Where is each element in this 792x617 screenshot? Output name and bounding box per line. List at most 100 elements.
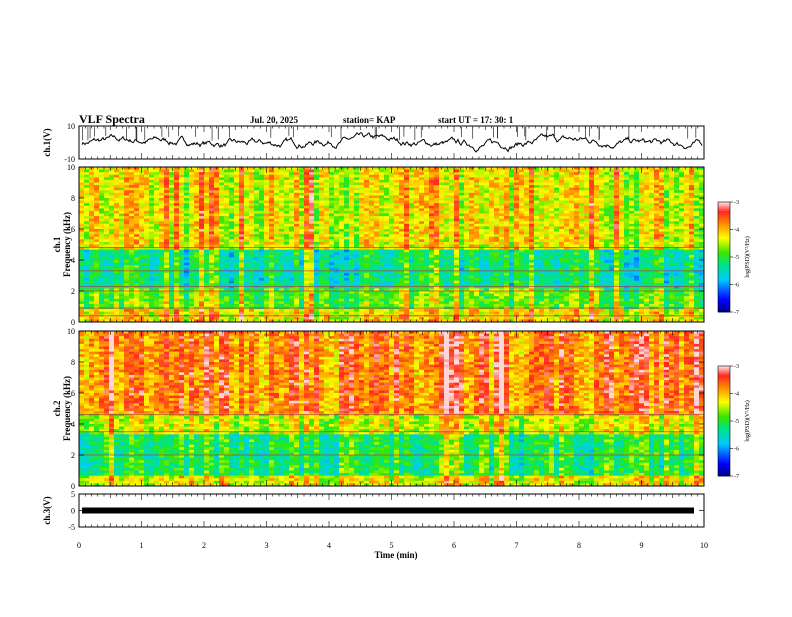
spectrogram-cell bbox=[274, 170, 279, 173]
spectrogram-cell bbox=[484, 255, 489, 258]
spectrogram-cell bbox=[449, 190, 454, 193]
spectrogram-cell bbox=[354, 255, 359, 258]
spectrogram-cell bbox=[459, 214, 464, 217]
voltage-axis-label: ch.1(V) bbox=[42, 128, 52, 156]
spectrogram-cell bbox=[84, 216, 89, 219]
spectrogram-cell bbox=[339, 198, 344, 201]
spectrogram-cell bbox=[669, 177, 674, 180]
spectrogram-cell bbox=[204, 216, 209, 219]
spectrogram-cell bbox=[469, 229, 474, 232]
spectrogram-cell bbox=[474, 185, 479, 188]
spectrogram-cell bbox=[219, 263, 224, 266]
spectrogram-cell bbox=[294, 260, 299, 263]
spectrogram-cell bbox=[584, 206, 589, 209]
spectrogram-cell bbox=[99, 180, 104, 183]
spectrogram-cell bbox=[459, 193, 464, 196]
spectrogram-cell bbox=[459, 195, 464, 198]
spectrogram-cell bbox=[339, 183, 344, 186]
spectrogram-cell bbox=[159, 198, 164, 201]
spectrogram-cell bbox=[664, 203, 669, 206]
spectrogram-cell bbox=[129, 263, 134, 266]
spectrogram-cell bbox=[604, 175, 609, 178]
spectrogram-cell bbox=[394, 234, 399, 237]
spectrogram-cell bbox=[314, 234, 319, 237]
spectrogram-cell bbox=[434, 203, 439, 206]
spectrogram-cell bbox=[674, 252, 679, 255]
spectrogram-cell bbox=[634, 219, 639, 222]
spectrogram-cell bbox=[679, 183, 684, 186]
spectrogram-cell bbox=[144, 237, 149, 240]
spectrogram-cell bbox=[604, 214, 609, 217]
spectrogram-cell bbox=[669, 219, 674, 222]
spectrogram-cell bbox=[659, 229, 664, 232]
spectrogram-cell bbox=[89, 252, 94, 255]
spectrogram-cell bbox=[379, 188, 384, 191]
spectrogram-cell bbox=[319, 224, 324, 227]
spectrogram-cell bbox=[134, 245, 139, 248]
spectrogram-cell bbox=[544, 208, 549, 211]
spectrogram-cell bbox=[489, 221, 494, 224]
spectrogram-cell bbox=[689, 211, 694, 214]
spectrogram-cell bbox=[129, 201, 134, 204]
spectrogram-cell bbox=[224, 177, 229, 180]
spectrogram-cell bbox=[94, 211, 99, 214]
spectrogram-cell bbox=[569, 263, 574, 266]
spectrogram-cell bbox=[309, 239, 314, 242]
spectrogram-cell bbox=[549, 208, 554, 211]
spectrogram-cell bbox=[434, 263, 439, 266]
spectrogram-cell bbox=[114, 219, 119, 222]
spectrogram-cell bbox=[504, 232, 509, 235]
spectrogram-cell bbox=[449, 206, 454, 209]
spectrogram-cell bbox=[609, 177, 614, 180]
spectrogram-cell bbox=[114, 206, 119, 209]
spectrogram-cell bbox=[189, 190, 194, 193]
spectrogram-cell bbox=[324, 190, 329, 193]
spectrogram-cell bbox=[459, 208, 464, 211]
spectrogram-cell bbox=[369, 250, 374, 253]
spectrogram-cell bbox=[384, 229, 389, 232]
spectrogram-cell bbox=[154, 257, 159, 260]
spectrogram-cell bbox=[369, 234, 374, 237]
spectrogram-cell bbox=[599, 180, 604, 183]
spectrogram-cell bbox=[409, 260, 414, 263]
spectrogram-cell bbox=[139, 206, 144, 209]
spectrogram-cell bbox=[399, 263, 404, 266]
spectrogram-cell bbox=[249, 177, 254, 180]
spectrogram-cell bbox=[614, 252, 619, 255]
spectrogram-cell bbox=[219, 198, 224, 201]
spectrogram-cell bbox=[324, 208, 329, 211]
spectrogram-cell bbox=[454, 185, 459, 188]
spectrogram-cell bbox=[199, 242, 204, 245]
spectrogram-cell bbox=[84, 252, 89, 255]
spectrogram-cell bbox=[114, 263, 119, 266]
spectrogram-cell bbox=[454, 229, 459, 232]
spectrogram-cell bbox=[489, 177, 494, 180]
spectrogram-cell bbox=[534, 252, 539, 255]
spectrogram-cell bbox=[124, 214, 129, 217]
spectrogram-cell bbox=[469, 216, 474, 219]
spectrogram-cell bbox=[194, 208, 199, 211]
spectrogram-cell bbox=[159, 214, 164, 217]
spectrogram-cell bbox=[259, 224, 264, 227]
spectrogram-cell bbox=[94, 252, 99, 255]
spectrogram-cell bbox=[234, 216, 239, 219]
spectrogram-cell bbox=[619, 208, 624, 211]
spectrogram-cell bbox=[294, 255, 299, 258]
spectrogram-cell bbox=[89, 229, 94, 232]
spectrogram-cell bbox=[389, 242, 394, 245]
spectrogram-cell bbox=[299, 201, 304, 204]
spectrogram-cell bbox=[549, 245, 554, 248]
spectrogram-cell bbox=[84, 221, 89, 224]
spectrogram-cell bbox=[314, 201, 319, 204]
spectrogram-cell bbox=[204, 252, 209, 255]
spectrogram-cell bbox=[234, 257, 239, 260]
spectrogram-cell bbox=[669, 203, 674, 206]
spectrogram-cell bbox=[324, 252, 329, 255]
spectrogram-cell bbox=[584, 229, 589, 232]
spectrogram-cell bbox=[524, 188, 529, 191]
spectrogram-cell bbox=[354, 188, 359, 191]
spectrogram-cell bbox=[674, 234, 679, 237]
spectrogram-cell bbox=[359, 224, 364, 227]
spectrogram-cell bbox=[79, 250, 84, 253]
spectrogram-cell bbox=[544, 216, 549, 219]
